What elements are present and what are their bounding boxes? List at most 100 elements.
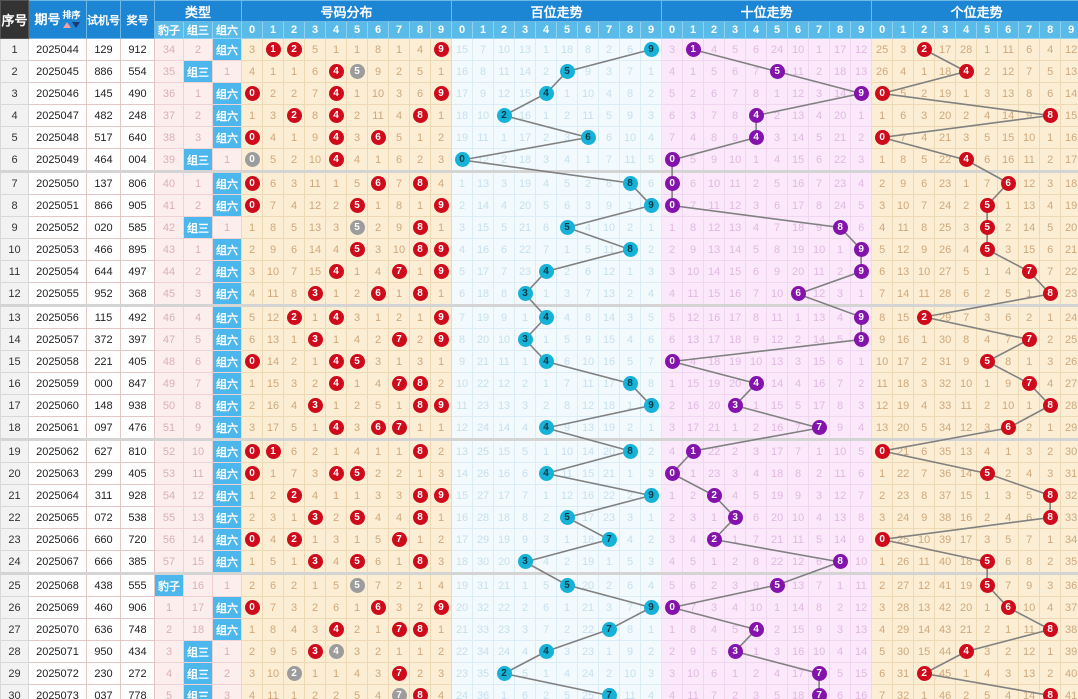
row-shi-0: 1 bbox=[661, 372, 684, 395]
col-header-haoma-1[interactable]: 1 bbox=[262, 21, 285, 39]
table-row[interactable]: 19 2025062 627 810 52 10 组六 0 1 6 2 1 4 1 1 8 2 13 25 15 5 1 1… bbox=[0, 438, 1078, 463]
col-header-gewei-0[interactable]: 0 bbox=[871, 21, 894, 39]
col-header-gewei-2[interactable]: 2 bbox=[913, 21, 936, 39]
row-shi-5: 21 bbox=[766, 528, 789, 551]
col-header-gewei-7[interactable]: 7 bbox=[1018, 21, 1041, 39]
col-header-baiwei-4[interactable]: 4 bbox=[535, 21, 558, 39]
row-bai-5: 5 bbox=[556, 684, 579, 699]
col-header-baiwei-8[interactable]: 8 bbox=[619, 21, 642, 39]
col-header-shiwei-4[interactable]: 4 bbox=[745, 21, 768, 39]
col-header-haoma-9[interactable]: 9 bbox=[430, 21, 453, 39]
col-header-baiwei-3[interactable]: 3 bbox=[514, 21, 537, 39]
col-header-shiwei-2[interactable]: 2 bbox=[703, 21, 726, 39]
col-header-baiwei-2[interactable]: 2 bbox=[493, 21, 516, 39]
ball-purple: 9 bbox=[853, 242, 869, 257]
table-row[interactable]: 20 2025063 299 405 53 11 组六 0 1 7 3 4 5 2 2 1 3 14 26 16 6 4 1… bbox=[0, 462, 1078, 485]
table-row[interactable]: 6 2025049 464 004 39 组三 1 0 5 2 10 4 4 1 6 2 3 0 12 2 18 3 4 1 7… bbox=[0, 148, 1078, 172]
table-row[interactable]: 23 2025066 660 720 56 14 组六 0 4 2 1 3 1 5 7 1 2 17 29 19 9 3 1… bbox=[0, 528, 1078, 551]
col-header-type-1[interactable]: 组三 bbox=[183, 21, 213, 39]
col-header-gewei-1[interactable]: 1 bbox=[892, 21, 915, 39]
col-header-shiwei-0[interactable]: 0 bbox=[661, 21, 684, 39]
col-header-shiwei-6[interactable]: 6 bbox=[787, 21, 810, 39]
row-haoma-3: 1 bbox=[304, 662, 327, 685]
col-header-shiwei-5[interactable]: 5 bbox=[766, 21, 789, 39]
table-row[interactable]: 3 2025046 145 490 36 1 组六 0 2 2 7 4 1 10 3 6 9 17 9 12 15 4 1 1… bbox=[0, 82, 1078, 105]
table-row[interactable]: 18 2025061 097 476 51 9 组六 3 17 5 1 4 3 6 7 1 1 12 24 14 4 4 9… bbox=[0, 416, 1078, 440]
col-header-haoma-6[interactable]: 6 bbox=[367, 21, 390, 39]
table-row[interactable]: 25 2025068 438 555 豹子 16 1 2 6 2 1 5 5 7 2 1 4 19 31 21 1 5 5 2… bbox=[0, 572, 1078, 597]
table-row[interactable]: 24 2025067 666 385 57 15 组六 1 5 1 3 4 5 6 1 8 3 18 30 20 3 4 2… bbox=[0, 550, 1078, 574]
ball-red: 4 bbox=[328, 310, 344, 325]
col-header-shiwei-9[interactable]: 9 bbox=[850, 21, 873, 39]
col-header-shijihao[interactable]: 试机号 bbox=[86, 0, 121, 39]
col-header-gewei-4[interactable]: 4 bbox=[955, 21, 978, 39]
row-shi-1: 15 bbox=[682, 372, 705, 395]
sort-control[interactable]: 排序 bbox=[63, 11, 81, 30]
table-row[interactable]: 14 2025057 372 397 47 5 组六 6 13 1 3 1 4 2 7 2 9 8 20 10 3 1 5 9… bbox=[0, 328, 1078, 351]
row-haoma-0: 3 bbox=[241, 38, 264, 61]
sort-asc-icon[interactable] bbox=[63, 22, 71, 29]
table-row[interactable]: 12 2025055 952 368 45 3 组六 4 11 8 3 1 2 6 1 8 1 6 18 8 3 1 3 7 1… bbox=[0, 282, 1078, 306]
col-header-haoma-7[interactable]: 7 bbox=[388, 21, 411, 39]
col-header-haoma-3[interactable]: 3 bbox=[304, 21, 327, 39]
table-row[interactable]: 8 2025051 866 905 41 2 组六 0 7 4 12 2 5 1 8 1 9 2 14 4 20 5 6 3 9… bbox=[0, 194, 1078, 217]
col-header-type-2[interactable]: 组六 bbox=[211, 21, 243, 39]
col-header-gewei-9[interactable]: 9 bbox=[1060, 21, 1078, 39]
table-row[interactable]: 28 2025071 950 434 3 组三 1 2 9 5 3 4 3 2 1 1 2 22 34 24 4 4 3 23… bbox=[0, 640, 1078, 663]
table-row[interactable]: 5 2025048 517 640 38 3 组六 0 4 1 9 4 3 6 5 1 2 19 11 1 17 2 3 6 6… bbox=[0, 126, 1078, 149]
col-header-gewei-5[interactable]: 5 bbox=[976, 21, 999, 39]
col-header-shiwei-8[interactable]: 8 bbox=[829, 21, 852, 39]
col-header-gewei-3[interactable]: 3 bbox=[934, 21, 957, 39]
table-row[interactable]: 21 2025064 311 928 54 12 组六 1 2 2 4 1 1 3 3 8 9 15 27 17 7 1 1… bbox=[0, 484, 1078, 507]
table-row[interactable]: 22 2025065 072 538 55 13 组六 2 3 1 3 2 5 4 4 8 1 16 28 18 8 2 5… bbox=[0, 506, 1078, 529]
col-header-baiwei-9[interactable]: 9 bbox=[640, 21, 663, 39]
row-shi-7: 7 bbox=[808, 416, 831, 440]
table-row[interactable]: 7 2025050 137 806 40 1 组六 0 6 3 11 1 5 6 7 8 4 1 13 3 19 4 5 2 8… bbox=[0, 170, 1078, 195]
col-header-baiwei-6[interactable]: 6 bbox=[577, 21, 600, 39]
col-header-gewei-8[interactable]: 8 bbox=[1039, 21, 1062, 39]
table-row[interactable]: 13 2025056 115 492 46 4 组六 5 12 2 1 4 3 1 2 1 9 7 19 9 1 4 4 8 1… bbox=[0, 304, 1078, 329]
table-row[interactable]: 2 2025045 886 554 35 组三 1 4 1 1 6 4 5 9 2 5 1 16 8 11 14 2 5 9 3… bbox=[0, 60, 1078, 83]
col-header-seq[interactable]: 序号 bbox=[0, 0, 29, 39]
col-header-baiwei-7[interactable]: 7 bbox=[598, 21, 621, 39]
col-header-haoma-8[interactable]: 8 bbox=[409, 21, 432, 39]
table-row[interactable]: 27 2025070 636 748 2 18 组六 1 8 4 3 4 2 1 7 8 1 21 33 23 3 7 2 2… bbox=[0, 618, 1078, 641]
col-header-haoma-4[interactable]: 4 bbox=[325, 21, 348, 39]
table-row[interactable]: 4 2025047 482 248 37 2 组六 1 3 2 8 4 2 11 4 8 1 18 10 2 16 1 2 1… bbox=[0, 104, 1078, 127]
row-jianghao: 847 bbox=[120, 372, 155, 395]
table-row[interactable]: 26 2025069 460 906 1 17 组六 0 7 3 2 6 1 6 3 2 9 20 32 22 2 6 1 2… bbox=[0, 596, 1078, 619]
row-ge-9: 39 bbox=[1060, 640, 1078, 663]
col-header-gewei-6[interactable]: 6 bbox=[997, 21, 1020, 39]
sort-desc-icon[interactable] bbox=[72, 22, 80, 29]
col-header-shiwei-7[interactable]: 7 bbox=[808, 21, 831, 39]
table-row[interactable]: 10 2025053 466 895 43 1 组六 2 9 6 14 4 5 3 10 8 9 4 16 6 22 7 1… bbox=[0, 238, 1078, 261]
col-header-baiwei-1[interactable]: 1 bbox=[472, 21, 495, 39]
col-header-haoma-2[interactable]: 2 bbox=[283, 21, 306, 39]
ball-red: 6 bbox=[370, 420, 386, 435]
row-haoma-5: 2 bbox=[346, 282, 369, 306]
row-shi-3: 2 bbox=[724, 438, 747, 463]
col-header-haoma-5[interactable]: 5 bbox=[346, 21, 369, 39]
row-shi-3: 2 bbox=[724, 550, 747, 574]
table-row[interactable]: 9 2025052 020 585 42 组三 1 1 8 5 13 3 5 2 9 8 1 3 15 5 21 6 5 4 1… bbox=[0, 216, 1078, 239]
col-header-haoma-0[interactable]: 0 bbox=[241, 21, 264, 39]
row-ge-3: 36 bbox=[934, 462, 957, 485]
col-header-baiwei-0[interactable]: 0 bbox=[451, 21, 474, 39]
table-row[interactable]: 1 2025044 129 912 34 2 组六 3 1 2 5 1 1 8 1 4 9 15 7 10 13 1 18 8… bbox=[0, 38, 1078, 61]
col-header-type-0[interactable]: 豹子 bbox=[154, 21, 184, 39]
row-shi-6: 4 bbox=[787, 372, 810, 395]
table-row[interactable]: 29 2025072 230 272 4 组三 2 3 10 2 1 1 4 3 7 2 3 23 35 2 5 1 4 24… bbox=[0, 662, 1078, 685]
table-row[interactable]: 11 2025054 644 497 44 2 组六 3 10 7 15 4 1 4 7 1 9 5 17 7 23 4 2… bbox=[0, 260, 1078, 283]
col-header-shiwei-1[interactable]: 1 bbox=[682, 21, 705, 39]
table-row[interactable]: 17 2025060 148 938 50 8 组六 2 16 4 3 1 2 5 1 8 9 11 23 13 3 2 8… bbox=[0, 394, 1078, 417]
row-ge-7: 12 bbox=[1018, 640, 1041, 663]
col-header-jianghao[interactable]: 奖号 bbox=[120, 0, 155, 39]
table-row[interactable]: 16 2025059 000 847 49 7 组六 1 15 3 2 4 1 4 7 8 2 10 22 12 2 1 7… bbox=[0, 372, 1078, 395]
table-row[interactable]: 15 2025058 221 405 48 6 组六 0 14 2 1 4 5 3 1 3 1 9 21 11 1 4 6 1… bbox=[0, 350, 1078, 373]
row-ge-6: 11 bbox=[997, 38, 1020, 61]
col-header-qihao[interactable]: 期号 排序 bbox=[28, 0, 87, 39]
col-header-baiwei-5[interactable]: 5 bbox=[556, 21, 579, 39]
row-bai-4: 3 bbox=[535, 528, 558, 551]
table-row[interactable]: 30 2025073 037 778 5 组三 3 4 11 1 2 2 5 4 7 8 4 24 36 1 6 2 5 25… bbox=[0, 684, 1078, 699]
col-header-shiwei-3[interactable]: 3 bbox=[724, 21, 747, 39]
